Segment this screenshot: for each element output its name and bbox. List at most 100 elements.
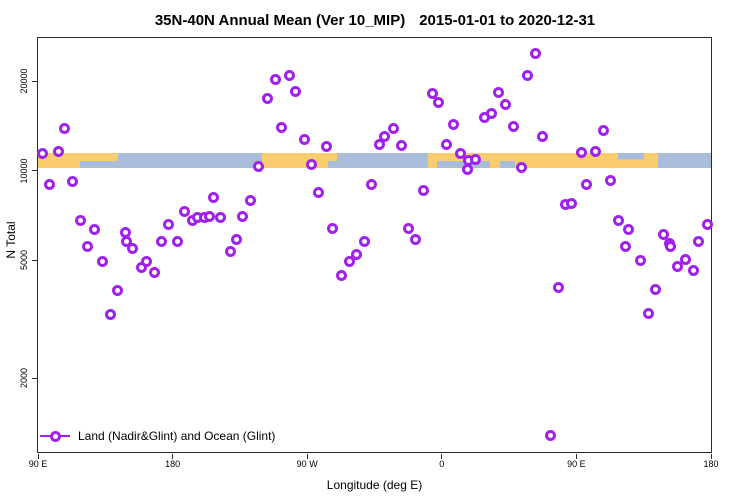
- data-point: [597, 125, 609, 137]
- data-point: [395, 140, 407, 152]
- x-tick-mark: [575, 453, 577, 459]
- data-point: [59, 122, 71, 134]
- y-tick-mark: [31, 170, 37, 172]
- data-point: [75, 214, 87, 226]
- data-point: [203, 210, 215, 222]
- data-point: [417, 185, 429, 197]
- y-tick-mark: [31, 80, 37, 82]
- data-point: [88, 224, 100, 236]
- x-tick-label: 180: [703, 459, 719, 469]
- data-point: [612, 215, 624, 227]
- data-point: [276, 122, 288, 134]
- data-point: [671, 260, 683, 272]
- map-strip-segment-land: [643, 152, 658, 169]
- data-point: [701, 218, 713, 230]
- data-point: [120, 235, 132, 247]
- map-strip-segment-land: [489, 152, 501, 169]
- plot-box: 20000 10000 5000 2000 180 90 E 0 90 W 180 90 E La…: [4, 37, 719, 492]
- data-point: [283, 70, 295, 82]
- data-point: [552, 282, 564, 294]
- data-point: [224, 246, 236, 258]
- data-point: [96, 255, 108, 267]
- data-point: [680, 254, 692, 266]
- data-point: [687, 265, 699, 277]
- x-tick-mark: [441, 453, 443, 459]
- x-tick-mark: [172, 453, 174, 459]
- map-strip-segment-land: [428, 152, 438, 169]
- data-point: [179, 205, 191, 217]
- x-axis-title: Longitude (deg E): [326, 478, 423, 492]
- legend-open-circle-icon: [49, 430, 61, 442]
- data-point: [462, 163, 474, 175]
- x-tick-mark: [306, 453, 308, 459]
- data-point: [81, 240, 93, 252]
- y-axis-title: N Total: [4, 221, 18, 259]
- map-strip-segment-land: [515, 152, 619, 169]
- data-point: [52, 146, 64, 158]
- data-point: [149, 266, 161, 278]
- data-point: [508, 121, 520, 133]
- data-point: [623, 224, 635, 236]
- x-tick-label: 0: [439, 459, 445, 469]
- data-point: [111, 284, 123, 296]
- data-point: [529, 48, 541, 60]
- data-point: [344, 255, 356, 267]
- chart-title: 35N-40N Annual Mean (Ver 10_MIP) 2015-01…: [0, 12, 750, 29]
- data-point: [126, 242, 138, 254]
- data-point: [105, 309, 117, 321]
- data-point: [493, 86, 505, 98]
- data-point: [469, 154, 481, 166]
- data-point: [642, 308, 654, 320]
- data-point: [657, 229, 669, 241]
- data-point: [378, 131, 390, 143]
- data-point: [448, 119, 460, 131]
- legend: Land (Nadir&Glint) and Ocean (Glint): [40, 429, 275, 443]
- chart-title-dates: 2015-01-01 to 2020-12-31: [419, 12, 596, 29]
- data-point: [359, 235, 371, 247]
- chart-title-main: 35N-40N Annual Mean (Ver 10_MIP): [154, 12, 406, 29]
- data-point: [665, 240, 677, 252]
- data-point: [576, 146, 588, 158]
- x-tick-mark: [710, 453, 712, 459]
- data-point: [485, 107, 497, 119]
- map-strip: [38, 152, 711, 169]
- data-point: [244, 194, 256, 206]
- legend-label: Land (Nadir&Glint) and Ocean (Glint): [78, 429, 276, 443]
- data-point: [321, 141, 333, 153]
- data-point: [44, 179, 56, 191]
- data-point: [604, 175, 616, 187]
- data-point: [440, 138, 452, 150]
- map-strip-segment-coast: [79, 152, 118, 169]
- data-point: [426, 87, 438, 99]
- data-point: [155, 235, 167, 247]
- data-point: [230, 234, 242, 245]
- plot-area: 20000 10000 5000 2000 180 90 E 0 90 W 180 90 E La…: [4, 38, 719, 492]
- data-point: [366, 179, 377, 191]
- data-point: [290, 85, 302, 97]
- x-tick-label: 180: [165, 459, 181, 469]
- data-point: [635, 254, 647, 266]
- data-point: [351, 248, 363, 260]
- data-point: [565, 198, 577, 209]
- map-strip-segment-coast: [500, 152, 516, 169]
- map-strip-segment-ocean: [657, 152, 711, 169]
- data-point: [403, 222, 415, 234]
- data-point: [140, 255, 152, 267]
- data-point: [589, 146, 601, 158]
- data-point: [581, 179, 593, 191]
- data-point: [262, 93, 274, 105]
- x-tick-label: 90 E: [567, 459, 586, 469]
- data-point: [269, 74, 281, 86]
- data-point: [312, 187, 324, 199]
- map-strip-segment-ocean: [337, 152, 429, 169]
- data-point: [410, 234, 422, 245]
- data-point: [327, 223, 339, 235]
- data-point: [163, 219, 175, 231]
- data-point: [433, 96, 445, 108]
- data-point: [336, 270, 348, 281]
- y-tick-label: 10000: [19, 158, 29, 184]
- y-tick-label: 5000: [19, 250, 29, 271]
- data-point: [253, 160, 265, 172]
- data-point: [374, 139, 386, 151]
